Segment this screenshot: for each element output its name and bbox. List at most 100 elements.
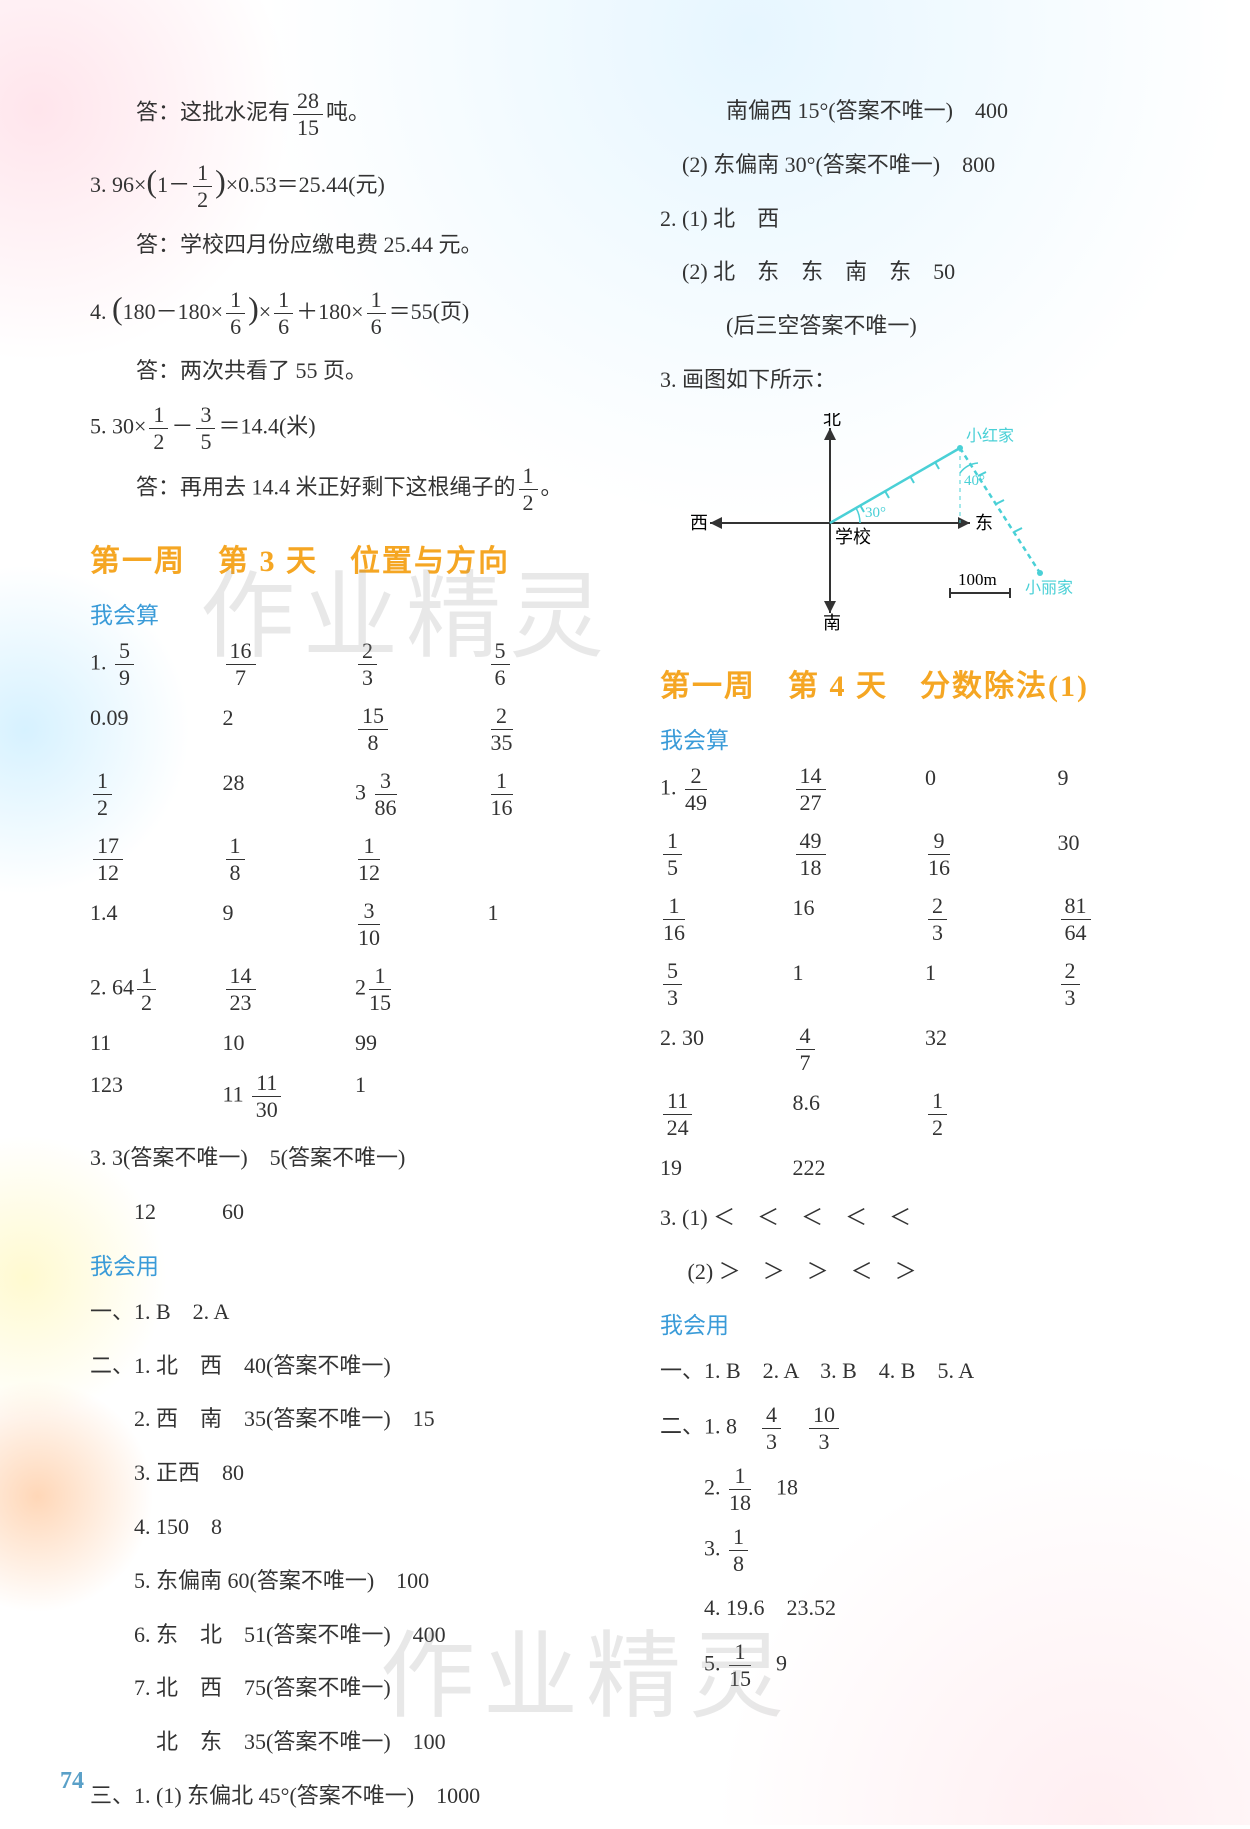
section-title-day4: 第一周 第 4 天 分数除法(1) bbox=[660, 661, 1190, 705]
calc-cell bbox=[488, 1072, 621, 1121]
calc-cell: 30 bbox=[1058, 830, 1191, 879]
calc3-b: (2) ＞ ＞ ＞ ＜ ＞ bbox=[660, 1251, 1190, 1293]
calc-block-2: 2. 304732 11248.612 19222 bbox=[660, 1025, 1190, 1181]
list-line: 北 东 35(答案不唯一) 100 bbox=[90, 1721, 620, 1763]
angle-30: 30° bbox=[865, 505, 886, 521]
problem-5: 5. 30×12－35＝14.4(米) bbox=[90, 404, 620, 453]
calc-row: 15491891630 bbox=[660, 830, 1190, 879]
calc-cell: 916 bbox=[925, 830, 1058, 879]
calc-cell: 1 bbox=[355, 1072, 488, 1121]
answer-line: 答：学校四月份应缴电费 25.44 元。 bbox=[136, 224, 620, 266]
label-xiaoli: 小丽家 bbox=[1025, 579, 1073, 597]
calc-row: 11248.612 bbox=[660, 1090, 1190, 1139]
calc-cell: 158 bbox=[355, 705, 488, 754]
calc-cell: 8.6 bbox=[793, 1090, 926, 1139]
calc-cell: 0 bbox=[925, 765, 1058, 814]
left-column: 答：这批水泥有2815吨。 3. 96×(1－12)×0.53＝25.44(元)… bbox=[90, 90, 620, 1829]
calc-cell: 23 bbox=[925, 895, 1058, 944]
calc-row: 2. 304732 bbox=[660, 1025, 1190, 1074]
calc-cell: 222 bbox=[793, 1155, 926, 1181]
page-content: 答：这批水泥有2815吨。 3. 96×(1－12)×0.53＝25.44(元)… bbox=[90, 90, 1190, 1829]
use-heading: 我会用 bbox=[660, 1306, 1190, 1340]
list-line: 三、1. (1) 东偏北 45°(答案不唯一) 1000 bbox=[90, 1775, 620, 1817]
calc-row: 12283 386116 bbox=[90, 770, 620, 819]
calc-cell: 15 bbox=[660, 830, 793, 879]
use-block: 一、1. B 2. A二、1. 北 西 40(答案不唯一) 2. 西 南 35(… bbox=[90, 1291, 620, 1817]
calc-cell: 53 bbox=[660, 960, 793, 1009]
list-line: 5. 东偏南 60(答案不唯一) 100 bbox=[90, 1560, 620, 1602]
calc-cell: 10 bbox=[223, 1030, 356, 1056]
list-line: 3. 画图如下所示： bbox=[660, 359, 1190, 401]
calc-cell: 9 bbox=[1058, 765, 1191, 814]
calc-row: 0.092158235 bbox=[90, 705, 620, 754]
calc-cell bbox=[1058, 1025, 1191, 1074]
answer-line: 答：两次共看了 55 页。 bbox=[136, 350, 620, 392]
list-line: 4. 19.6 23.52 bbox=[660, 1587, 1190, 1629]
angle-40: 40° bbox=[964, 473, 985, 489]
list-line: 7. 北 西 75(答案不唯一) bbox=[90, 1667, 620, 1709]
list-line: 南偏西 15°(答案不唯一) 400 bbox=[660, 90, 1190, 132]
list-line: 6. 东 北 51(答案不唯一) 400 bbox=[90, 1614, 620, 1656]
calc-cell: 167 bbox=[223, 640, 356, 689]
right-top-block: 南偏西 15°(答案不唯一) 400 (2) 东偏南 30°(答案不唯一) 80… bbox=[660, 90, 1190, 401]
list-line: 一、1. B 2. A bbox=[90, 1291, 620, 1333]
calc-row: 1. 249142709 bbox=[660, 765, 1190, 814]
list-line: 一、1. B 2. A 3. B 4. B 5. A bbox=[660, 1350, 1190, 1392]
calc-cell: 8164 bbox=[1058, 895, 1191, 944]
calc-cell: 116 bbox=[660, 895, 793, 944]
calc-cell: 1 bbox=[925, 960, 1058, 1009]
label-east: 东 bbox=[975, 513, 993, 533]
calc-cell: 47 bbox=[793, 1025, 926, 1074]
calc-cell: 2. 30 bbox=[660, 1025, 793, 1074]
label-south: 南 bbox=[823, 613, 841, 633]
calc-cell: 56 bbox=[488, 640, 621, 689]
answer-line: 答：再用去 14.4 米正好剩下这根绳子的12。 bbox=[136, 465, 620, 514]
calc-cell bbox=[488, 1030, 621, 1056]
calc-cell: 1427 bbox=[793, 765, 926, 814]
scale-label: 100m bbox=[958, 570, 997, 589]
list-line: 二、1. 8 43 103 bbox=[660, 1404, 1190, 1453]
calc-cell: 112 bbox=[355, 835, 488, 884]
calc-cell: 1124 bbox=[660, 1090, 793, 1139]
calc-cell: 23 bbox=[355, 640, 488, 689]
calc-cell: 1 bbox=[793, 960, 926, 1009]
list-line: (2) 东偏南 30°(答案不唯一) 800 bbox=[660, 144, 1190, 186]
calc-heading: 我会算 bbox=[660, 721, 1190, 755]
section-title-day3: 第一周 第 3 天 位置与方向 bbox=[90, 536, 620, 580]
answer-line: 答：这批水泥有2815吨。 bbox=[136, 90, 620, 139]
calc-line-3a: 3. 3(答案不唯一) 5(答案不唯一) bbox=[90, 1137, 620, 1179]
use-block: 一、1. B 2. A 3. B 4. B 5. A二、1. 8 43 103 … bbox=[660, 1350, 1190, 1690]
calc-cell: 12 bbox=[925, 1090, 1058, 1139]
calc-row: 1.493101 bbox=[90, 900, 620, 949]
list-line: 3. 正西 80 bbox=[90, 1452, 620, 1494]
calc3-a: 3. (1) ＜ ＜ ＜ ＜ ＜ bbox=[660, 1197, 1190, 1239]
list-line: 4. 150 8 bbox=[90, 1506, 620, 1548]
calc-row: 19222 bbox=[660, 1155, 1190, 1181]
list-line: 2. 118 18 bbox=[660, 1465, 1190, 1514]
calc-cell: 99 bbox=[355, 1030, 488, 1056]
calc-row: 11616238164 bbox=[660, 895, 1190, 944]
calc-cell: 32 bbox=[925, 1025, 1058, 1074]
calc-block-2: 2. 64121423211511109912311 11301 bbox=[90, 965, 620, 1121]
right-column: 南偏西 15°(答案不唯一) 400 (2) 东偏南 30°(答案不唯一) 80… bbox=[660, 90, 1190, 1829]
calc-cell: 18 bbox=[223, 835, 356, 884]
calc-row: 111099 bbox=[90, 1030, 620, 1056]
calc-cell: 23 bbox=[1058, 960, 1191, 1009]
calc-cell: 11 bbox=[90, 1030, 223, 1056]
calc-heading: 我会算 bbox=[90, 596, 620, 630]
calc-cell: 0.09 bbox=[90, 705, 223, 754]
calc-row: 171218112 bbox=[90, 835, 620, 884]
page-number: 74 bbox=[60, 1768, 84, 1795]
calc-cell bbox=[488, 835, 621, 884]
list-line: (后三空答案不唯一) bbox=[660, 305, 1190, 347]
calc-cell: 1. 249 bbox=[660, 765, 793, 814]
calc-cell bbox=[1058, 1155, 1191, 1181]
list-line: 3. 18 bbox=[660, 1526, 1190, 1575]
calc-cell: 16 bbox=[793, 895, 926, 944]
label-center: 学校 bbox=[835, 527, 871, 547]
use-heading: 我会用 bbox=[90, 1247, 620, 1281]
direction-diagram: 北 南 西 东 学校 小红家 小丽家 30° bbox=[660, 413, 1080, 639]
problem-3: 3. 96×(1－12)×0.53＝25.44(元) bbox=[90, 151, 620, 212]
list-line: (2) 北 东 东 南 东 50 bbox=[660, 251, 1190, 293]
calc-cell: 1712 bbox=[90, 835, 223, 884]
